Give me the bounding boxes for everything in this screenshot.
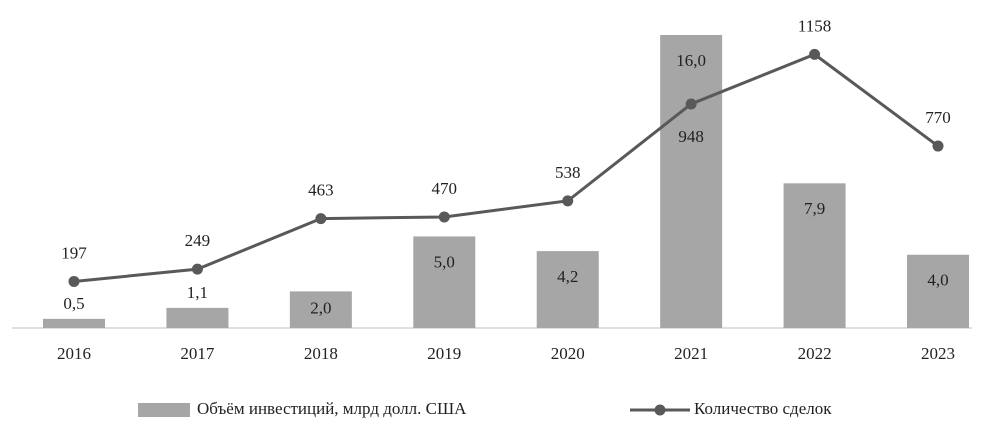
bar-value-label: 7,9 xyxy=(804,199,825,218)
legend-marker xyxy=(654,404,666,416)
line-value-label: 770 xyxy=(925,108,951,127)
x-tick-label: 2018 xyxy=(304,344,338,363)
bar xyxy=(783,183,846,328)
line-point xyxy=(68,275,80,287)
legend-label: Объём инвестиций, млрд долл. США xyxy=(197,399,467,418)
line-value-label: 538 xyxy=(555,163,581,182)
bar-value-label: 0,5 xyxy=(63,294,84,313)
bar xyxy=(413,236,476,328)
bar xyxy=(289,291,352,328)
bar xyxy=(907,254,970,328)
x-tick-label: 2017 xyxy=(180,344,215,363)
line-point xyxy=(315,213,327,225)
line-value-label: 197 xyxy=(61,243,87,262)
bar xyxy=(660,35,723,328)
line-point xyxy=(191,263,203,275)
bar xyxy=(166,307,229,328)
bar-value-label: 5,0 xyxy=(434,252,455,271)
line-value-label: 463 xyxy=(308,181,334,200)
line-point xyxy=(932,140,944,152)
line-value-label: 1158 xyxy=(798,16,831,35)
line-point xyxy=(438,211,450,223)
line-value-label: 948 xyxy=(678,127,704,146)
legend-swatch xyxy=(138,403,190,417)
x-tick-label: 2016 xyxy=(57,344,91,363)
x-tick-label: 2019 xyxy=(427,344,461,363)
bar-value-label: 2,0 xyxy=(310,299,331,318)
bar-value-label: 4,2 xyxy=(557,267,578,286)
bar xyxy=(43,318,105,328)
bar-value-label: 1,1 xyxy=(187,283,208,302)
x-tick-label: 2023 xyxy=(921,344,955,363)
line xyxy=(73,52,939,283)
bar xyxy=(536,251,599,328)
x-tick-label: 2021 xyxy=(674,344,708,363)
line-value-label: 470 xyxy=(432,179,458,198)
x-tick-label: 2022 xyxy=(798,344,832,363)
line-point xyxy=(562,195,574,207)
line-value-label: 249 xyxy=(185,231,211,250)
line-point xyxy=(809,48,821,60)
bar-value-label: 4,0 xyxy=(927,271,948,290)
bar-value-label: 16,0 xyxy=(676,51,706,70)
legend-label: Количество сделок xyxy=(694,399,832,418)
line-point xyxy=(685,98,697,110)
x-tick-label: 2020 xyxy=(551,344,585,363)
